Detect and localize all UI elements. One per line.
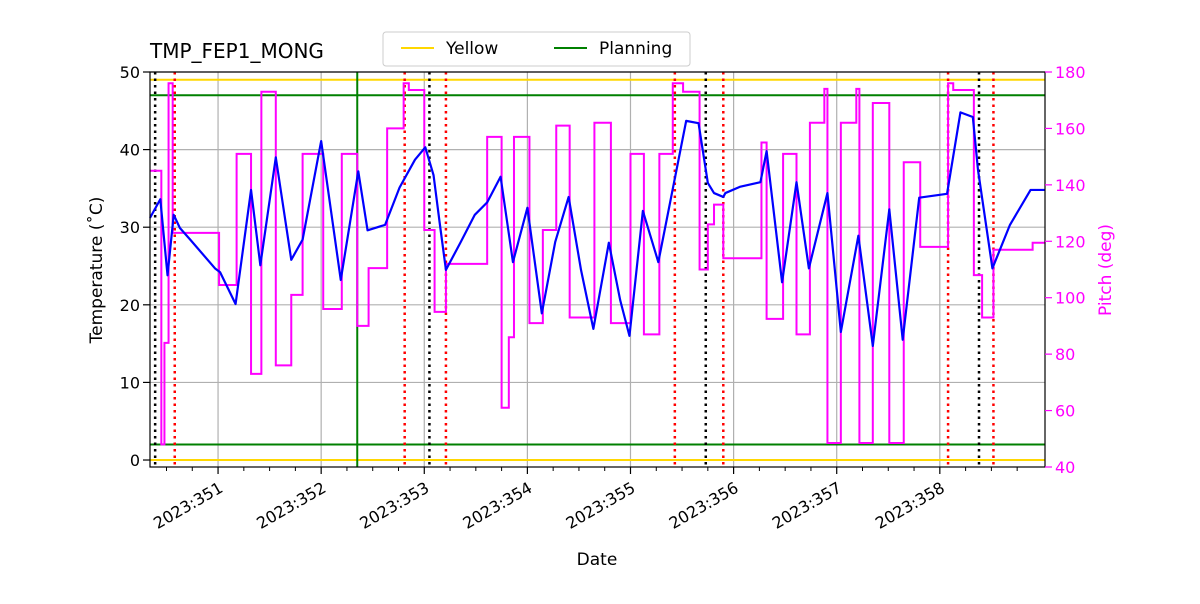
x-axis-label: Date [577,550,618,570]
x-tick-label: 2023:354 [459,478,535,533]
y2-tick-label: 60 [1055,402,1075,421]
series [149,82,1045,446]
legend: Yellow Planning [382,31,691,67]
y2-tick-label: 180 [1055,63,1086,82]
y-tick-label: 40 [120,141,140,160]
y2-tick-label: 140 [1055,176,1086,195]
plot-frame [149,71,1046,468]
x-tick-label: 2023:355 [563,478,639,533]
x-tick-label: 2023:352 [253,478,329,533]
x-tick-label: 2023:356 [666,478,742,533]
y2-tick-label: 40 [1055,458,1075,477]
legend-label-yellow: Yellow [445,39,498,59]
x-tick-label: 2023:351 [150,478,226,533]
y2-tick-label: 100 [1055,289,1086,308]
temperature-series-line [149,111,1045,348]
y-tick-label: 20 [120,296,140,315]
y-axis-label: Temperature (˚C) [86,197,107,345]
y2-tick-label: 160 [1055,119,1086,138]
x-tick-label: 2023:357 [769,478,845,533]
legend-label-planning: Planning [599,39,672,59]
y-tick-label: 30 [120,218,140,237]
y2-axis-label: Pitch (deg) [1096,224,1116,316]
pitch-series-line [150,82,1045,446]
axes: 2023:351 2023:352 2023:353 2023:354 2023:355… [120,63,1086,533]
y2-tick-label: 120 [1055,232,1086,251]
y-tick-label: 0 [130,451,140,470]
chart-title: TMP_FEP1_MONG [149,39,324,63]
x-tick-label: 2023:358 [872,478,948,533]
legend-box [382,31,691,67]
y2-tick-label: 80 [1055,345,1075,364]
y-tick-label: 10 [120,373,140,392]
y-tick-label: 50 [120,63,140,82]
x-tick-label: 2023:353 [356,478,432,533]
